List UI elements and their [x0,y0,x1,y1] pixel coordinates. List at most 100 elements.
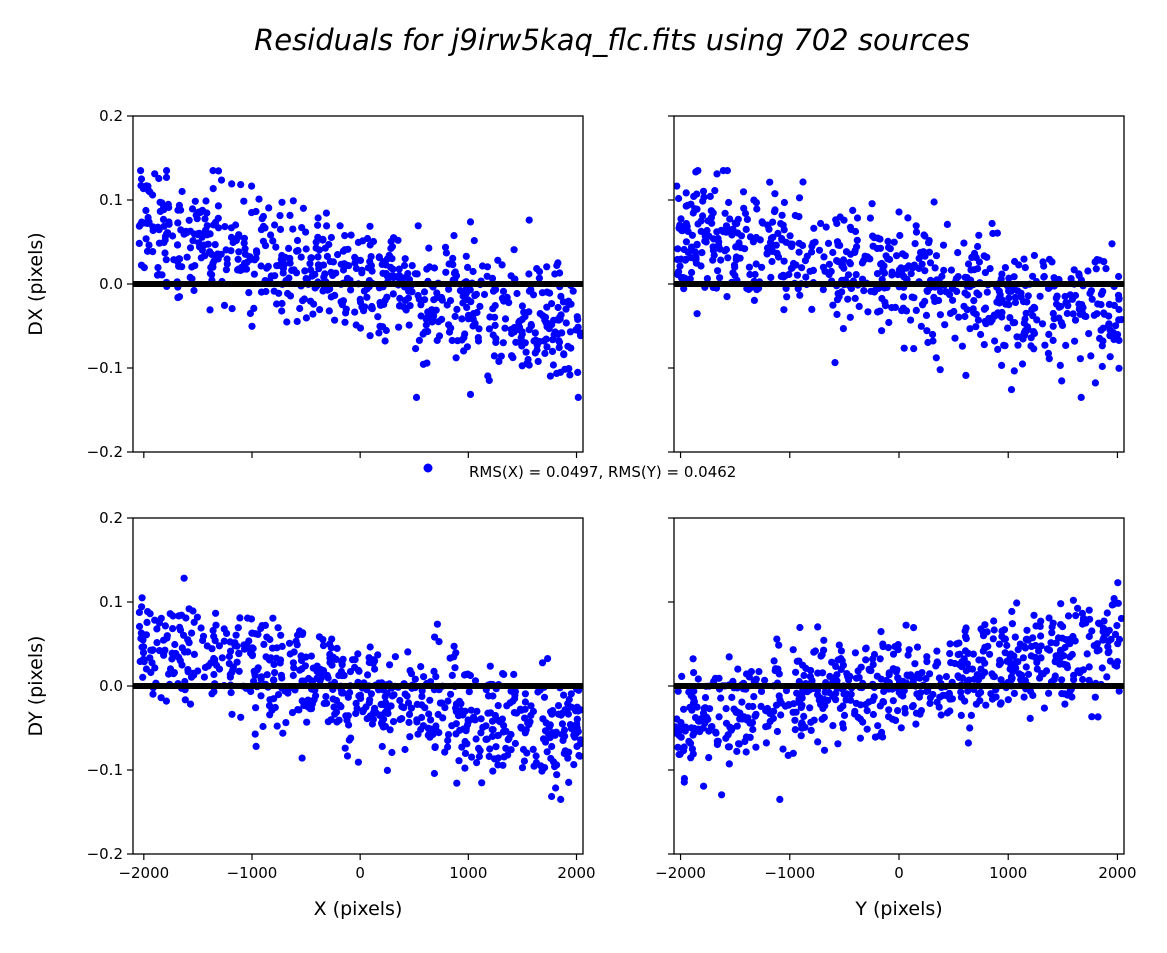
data-point [566,328,575,336]
data-point [1002,300,1010,308]
data-point [574,707,582,715]
data-point [1030,303,1038,311]
data-point [208,645,216,653]
data-point [522,348,530,356]
data-point [958,658,966,666]
data-point [237,713,245,721]
data-point [1006,653,1014,662]
data-point [877,675,885,683]
data-point [1030,611,1038,619]
data-point [699,197,707,205]
data-point [957,711,965,720]
data-point [1062,636,1070,644]
data-point [896,231,904,240]
data-point [521,714,529,722]
data-point [964,687,972,695]
data-point [149,690,157,698]
data-point [1069,596,1077,604]
data-point [833,310,841,318]
data-point [380,258,388,266]
data-point [327,233,335,242]
data-point [403,692,411,700]
data-point [1056,361,1064,369]
data-point [857,663,865,671]
data-point [777,711,785,719]
data-point [752,199,761,207]
data-point [832,216,840,224]
data-point [138,603,146,611]
data-point [302,228,310,236]
data-point [1058,377,1066,385]
data-point [904,214,912,222]
data-point [169,625,177,633]
data-point [807,726,815,735]
data-point [856,734,865,742]
data-point [259,212,267,221]
data-point [922,311,931,319]
data-point [521,339,529,347]
data-point [483,263,492,271]
data-point [446,297,455,305]
data-point [768,257,776,266]
data-point [444,731,453,739]
data-point [435,729,443,737]
data-point [451,312,459,320]
data-point [178,263,186,271]
data-point [762,739,771,747]
data-point [920,231,928,239]
data-point [155,226,163,234]
data-point [766,178,774,186]
data-point [236,614,244,622]
data-point [395,265,403,273]
data-point [160,651,168,659]
data-point [851,707,859,716]
data-point [795,213,803,221]
data-point [806,704,814,712]
data-point [200,241,208,249]
data-point [926,259,935,267]
data-point [863,725,871,733]
data-point [1017,289,1025,297]
data-point [693,190,701,198]
data-point [1076,355,1084,363]
data-point [1024,670,1033,678]
data-point [153,625,161,633]
data-point [675,194,683,203]
data-point [526,718,534,726]
data-point [434,318,442,326]
data-point [401,296,409,304]
data-point [400,261,409,270]
data-point [419,330,427,338]
data-point [1039,258,1047,266]
data-point [442,249,450,257]
data-point [730,705,738,713]
data-point [1011,633,1019,641]
data-point [534,357,542,365]
data-point [1066,653,1074,661]
data-point [234,624,242,632]
data-point [764,722,772,730]
y-axis-label: DX (pixels) [25,232,47,335]
data-point [372,709,380,717]
data-point [885,713,893,721]
data-point [837,647,846,655]
data-point [448,722,456,730]
data-point [153,271,162,279]
data-point [789,708,797,716]
data-point [541,727,550,735]
data-point [374,313,382,321]
x-tick-label: −2000 [118,864,169,882]
data-point [1077,393,1085,401]
data-point [365,699,373,707]
data-point [774,665,782,673]
data-point [918,669,926,677]
data-point [175,653,183,662]
data-point [564,342,572,350]
data-point [1057,600,1065,608]
data-point [531,329,539,337]
data-point [569,287,577,295]
data-point [326,659,334,667]
data-point [389,290,397,298]
data-point [722,705,730,713]
data-point [869,661,877,669]
